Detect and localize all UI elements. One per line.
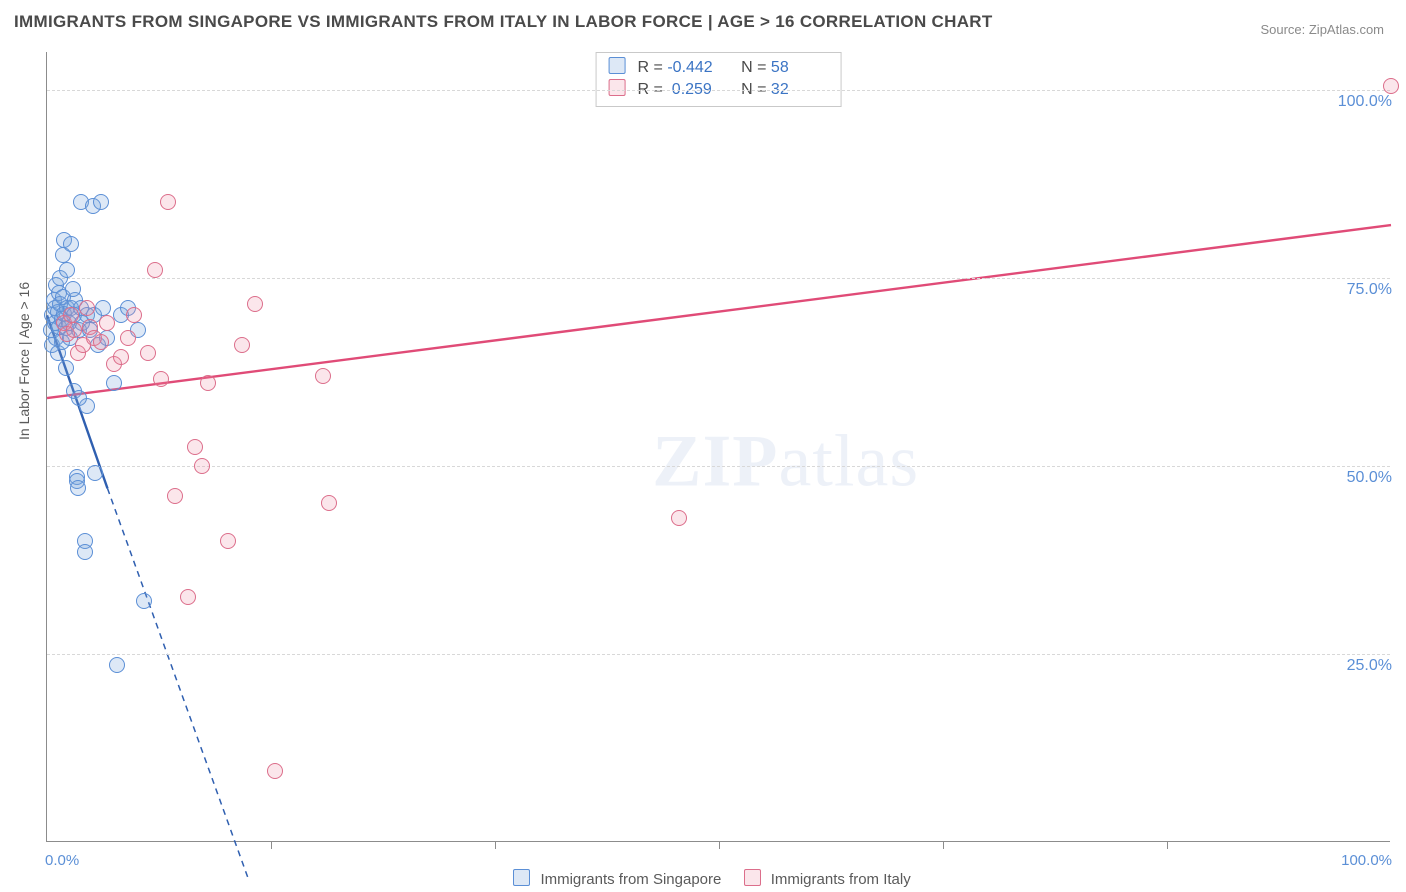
y-tick-label: 25.0%: [1341, 657, 1392, 675]
y-tick-label: 75.0%: [1341, 281, 1392, 299]
data-point-italy: [247, 296, 263, 312]
data-point-italy: [167, 488, 183, 504]
data-point-italy: [140, 345, 156, 361]
source-label: Source: ZipAtlas.com: [1260, 22, 1384, 37]
data-point-italy: [113, 349, 129, 365]
legend-swatch-singapore: [513, 869, 530, 886]
data-point-italy: [267, 763, 283, 779]
legend-row-singapore: R = -0.442 N = 58: [608, 57, 827, 79]
data-point-singapore: [93, 194, 109, 210]
data-point-italy: [187, 439, 203, 455]
x-tick: [1167, 841, 1168, 849]
y-gridline: [47, 466, 1390, 467]
data-point-singapore: [63, 236, 79, 252]
plot-inner: ZIPatlas R = -0.442 N = 58 R = 0.259 N =…: [47, 52, 1390, 841]
data-point-singapore: [70, 480, 86, 496]
data-point-italy: [200, 375, 216, 391]
data-point-singapore: [87, 465, 103, 481]
x-tick: [495, 841, 496, 849]
data-point-italy: [234, 337, 250, 353]
plot-area: ZIPatlas R = -0.442 N = 58 R = 0.259 N =…: [46, 52, 1390, 842]
data-point-italy: [147, 262, 163, 278]
data-point-italy: [79, 300, 95, 316]
x-tick: [271, 841, 272, 849]
n-value-singapore: 58: [771, 57, 827, 79]
bottom-legend: Immigrants from Singapore Immigrants fro…: [0, 869, 1406, 888]
data-point-italy: [66, 322, 82, 338]
data-point-italy: [671, 510, 687, 526]
regression-line: [47, 225, 1391, 398]
data-point-italy: [220, 533, 236, 549]
data-point-italy: [194, 458, 210, 474]
data-point-singapore: [109, 657, 125, 673]
data-point-italy: [321, 495, 337, 511]
y-gridline: [47, 90, 1390, 91]
r-value-singapore: -0.442: [667, 57, 723, 79]
y-tick-label: 50.0%: [1341, 469, 1392, 487]
y-tick-label: 100.0%: [1332, 93, 1392, 111]
data-point-italy: [63, 307, 79, 323]
data-point-italy: [126, 307, 142, 323]
data-point-italy: [1383, 78, 1399, 94]
data-point-italy: [160, 194, 176, 210]
correlation-legend-box: R = -0.442 N = 58 R = 0.259 N = 32: [595, 52, 842, 107]
legend-swatch-singapore: [608, 57, 625, 74]
data-point-singapore: [106, 375, 122, 391]
data-point-italy: [180, 589, 196, 605]
data-point-singapore: [71, 390, 87, 406]
r-equals-label: R =: [638, 59, 663, 76]
n-equals-label: N =: [741, 59, 766, 76]
x-axis-max-label: 100.0%: [1341, 852, 1392, 869]
data-point-singapore: [59, 262, 75, 278]
x-tick: [943, 841, 944, 849]
x-axis-min-label: 0.0%: [45, 852, 79, 869]
data-point-singapore: [136, 593, 152, 609]
data-point-italy: [99, 315, 115, 331]
y-gridline: [47, 654, 1390, 655]
data-point-italy: [93, 334, 109, 350]
y-axis-label: In Labor Force | Age > 16: [16, 282, 32, 440]
data-point-singapore: [77, 544, 93, 560]
chart-title: IMMIGRANTS FROM SINGAPORE VS IMMIGRANTS …: [14, 12, 993, 32]
data-point-singapore: [65, 281, 81, 297]
legend-label-singapore: Immigrants from Singapore: [540, 871, 721, 888]
data-point-italy: [315, 368, 331, 384]
regression-lines: [47, 52, 1390, 841]
legend-label-italy: Immigrants from Italy: [771, 871, 911, 888]
y-gridline: [47, 278, 1390, 279]
data-point-singapore: [95, 300, 111, 316]
data-point-italy: [153, 371, 169, 387]
legend-swatch-italy: [744, 869, 761, 886]
data-point-italy: [120, 330, 136, 346]
legend-swatch-italy: [608, 79, 625, 96]
data-point-singapore: [58, 360, 74, 376]
x-tick: [719, 841, 720, 849]
